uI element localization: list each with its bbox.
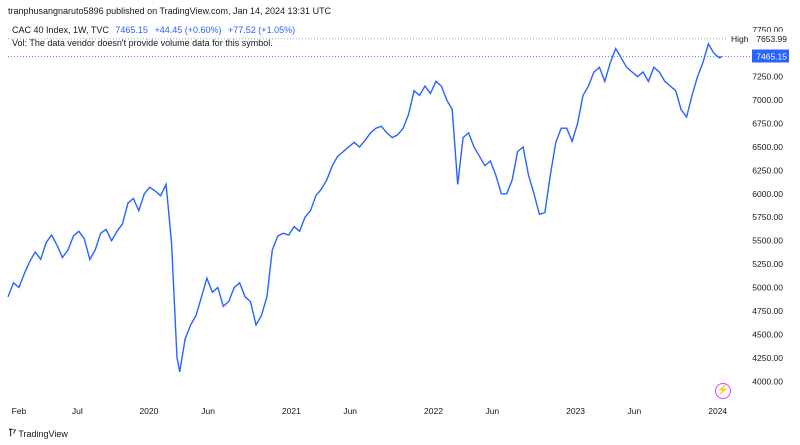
y-tick-label: 6500.00 <box>752 142 783 152</box>
x-tick-label: Jun <box>201 406 215 416</box>
tradingview-logo-icon: ⊺⁷ <box>8 428 16 439</box>
y-tick-label: 7250.00 <box>752 72 783 82</box>
symbol-name[interactable]: CAC 40 Index, 1W, TVC <box>12 25 109 35</box>
y-tick-label: 4000.00 <box>752 376 783 386</box>
last-price-tag <box>752 49 789 63</box>
y-tick-label: 4750.00 <box>752 306 783 316</box>
y-tick-label: 6250.00 <box>752 165 783 175</box>
symbol-legend: CAC 40 Index, 1W, TVC 7465.15 +44.45 (+0… <box>12 25 295 35</box>
lightning-icon[interactable]: ⚡ <box>715 383 731 399</box>
x-tick-label: 2024 <box>708 406 727 416</box>
brand-label: TradingView <box>18 428 68 439</box>
y-tick-label: 4250.00 <box>752 353 783 363</box>
y-tick-label: 5750.00 <box>752 212 783 222</box>
y-tick-label: 4500.00 <box>752 329 783 339</box>
high-price-tag <box>727 31 789 45</box>
price-change: +44.45 (+0.60%) <box>154 25 222 35</box>
publish-caption: tranphusangnaruto5896 published on Tradi… <box>8 6 332 16</box>
y-tick-label: 5500.00 <box>752 236 783 246</box>
x-tick-label: 2021 <box>282 406 301 416</box>
x-tick-label: Jul <box>72 406 83 416</box>
high-value: 7653.99 <box>756 34 787 44</box>
price-series-line <box>7 42 723 373</box>
y-tick-label: 5000.00 <box>752 283 783 293</box>
tradingview-brand[interactable]: ⊺⁷ TradingView <box>8 428 68 439</box>
y-tick-label: 6750.00 <box>752 119 783 129</box>
y-tick-label: 5250.00 <box>752 259 783 269</box>
y-tick-label: 6000.00 <box>752 189 783 199</box>
volume-note: Vol: The data vendor doesn't provide vol… <box>12 38 273 48</box>
y-tick-label: 7750.00 <box>752 25 783 35</box>
last-price: 7465.15 <box>115 25 148 35</box>
x-tick-label: 2022 <box>424 406 443 416</box>
x-tick-label: 2023 <box>566 406 585 416</box>
x-tick-label: Feb <box>12 406 27 416</box>
x-tick-label: 2020 <box>139 406 158 416</box>
x-tick-label: Jun <box>628 406 642 416</box>
high-label: High <box>731 34 749 44</box>
x-tick-label: Jun <box>343 406 357 416</box>
x-tick-label: Jun <box>485 406 499 416</box>
price-change-secondary: +77.52 (+1.05%) <box>228 25 296 35</box>
y-tick-label: 7000.00 <box>752 95 783 105</box>
last-value: 7465.15 <box>756 52 787 62</box>
